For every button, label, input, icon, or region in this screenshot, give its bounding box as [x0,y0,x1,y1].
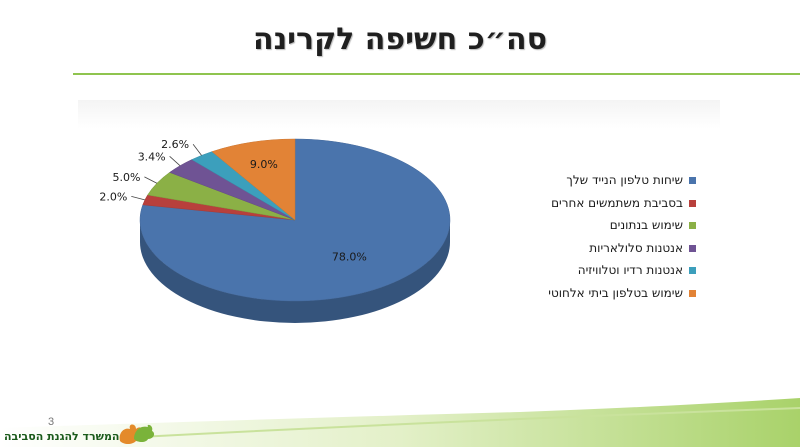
pie-data-label: 5.0% [112,171,140,184]
legend-swatch [689,177,696,184]
legend-item: אנטנות רדיו וטלוויזיה [498,262,698,285]
legend-swatch [689,199,696,207]
legend-label: שימוש בטלפון ביתי אלחוטי [548,285,683,300]
legend-item: שיחות טלפון הנייד שלך [498,172,698,195]
legend-swatch [689,267,696,274]
legend-label: שימוש בנתונים [609,218,683,232]
label-leader-line [131,195,145,201]
legend-label: אנטנות סלולאריות [589,240,683,255]
pie-data-label: 2.6% [161,138,189,151]
legend-item: שימוש בנתונים [498,217,698,240]
footer-band [0,398,800,447]
label-leader-line [144,176,158,184]
legend-item: אנטנות סלולאריות [498,240,698,263]
pie-data-label: 9.0% [250,158,278,171]
pie-data-label: 78.0% [332,250,367,263]
legend-label: שיחות טלפון הנייד שלך [566,173,683,187]
legend-label: אנטנות רדיו וטלוויזיה [577,263,683,277]
legend-swatch [689,244,696,252]
pie-data-label: 2.0% [99,190,127,203]
legend-item: שימוש בטלפון ביתי אלחוטי [498,285,698,308]
page-number: 3 [48,416,55,428]
pie-slice [139,138,451,302]
title-divider [73,73,800,75]
legend-swatch [689,289,696,297]
ministry-logo-icon [119,424,155,444]
legend-swatch [689,222,696,229]
legend-label: בסביבת משתמשים אחרים [551,195,683,210]
chart-legend: שיחות טלפון הנייד שלך בסביבת משתמשים אחרי… [498,172,698,307]
pie-data-label: 3.4% [138,150,166,163]
label-leader-line [192,143,202,156]
pie-slice [211,138,296,221]
label-leader-line [169,155,181,166]
ministry-name: המשרד להגנת הסביבה [4,430,120,443]
slide-title: סה״כ חשיפה לקרינה [252,22,548,57]
legend-item: בסביבת משתמשים אחרים [498,195,698,218]
pie-slice-side [140,220,450,323]
